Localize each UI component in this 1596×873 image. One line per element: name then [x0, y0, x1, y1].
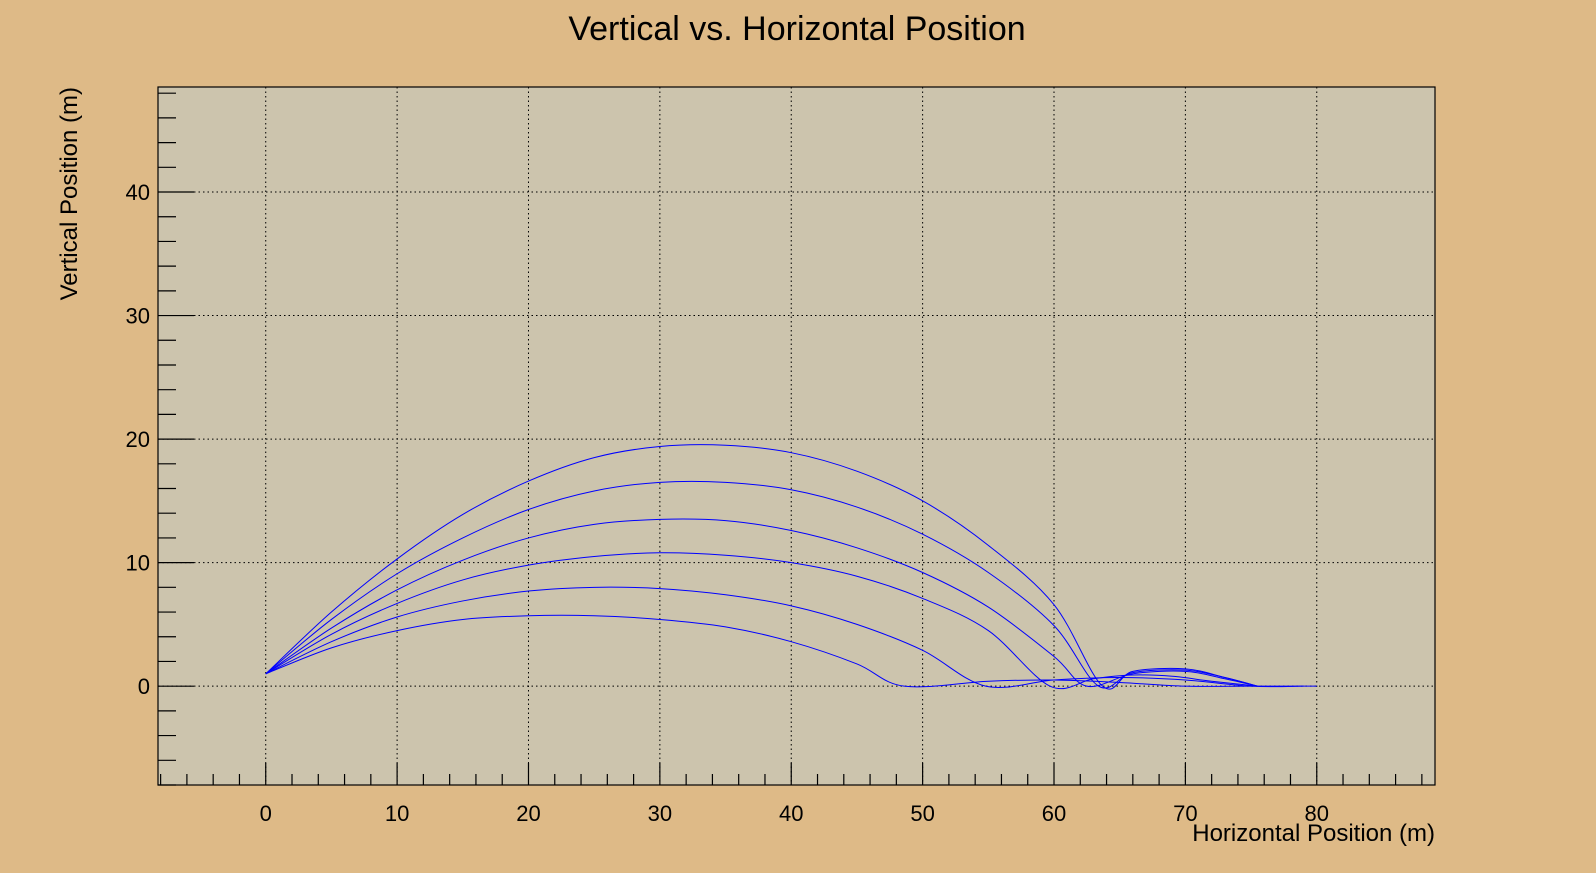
- series-line-4: [265, 518, 1258, 688]
- x-tick-label: 40: [779, 801, 803, 826]
- x-tick-label: 0: [260, 801, 272, 826]
- y-tick-label: 0: [138, 674, 150, 699]
- series-line-3: [265, 552, 1258, 690]
- y-tick-label: 30: [126, 304, 150, 329]
- series-group: [265, 444, 1317, 690]
- plot-frame: [157, 86, 1436, 786]
- x-tick-label: 50: [910, 801, 934, 826]
- x-tick-label: 20: [516, 801, 540, 826]
- series-line-5: [265, 480, 1258, 689]
- x-tick-label: 80: [1305, 801, 1329, 826]
- chart-title: Vertical vs. Horizontal Position: [568, 10, 1025, 48]
- series-line-6: [265, 444, 1258, 690]
- tick-labels: 0 10 20 30 40 50 60 70 80 0 10 20 30 40: [126, 180, 1329, 826]
- x-tick-label: 10: [385, 801, 409, 826]
- x-tick-label: 30: [648, 801, 672, 826]
- y-axis-label: Vertical Position (m): [56, 87, 83, 300]
- axis-ticks: [158, 92, 1423, 786]
- x-axis-label: Horizontal Position (m): [1192, 820, 1435, 847]
- y-tick-label: 10: [126, 551, 150, 576]
- series-line-1: [265, 614, 1317, 688]
- series-line-2: [265, 586, 1304, 689]
- x-tick-label: 60: [1042, 801, 1066, 826]
- plot-area: [158, 87, 1435, 785]
- y-tick-label: 40: [126, 180, 150, 205]
- y-tick-label: 20: [126, 427, 150, 452]
- x-tick-label: 70: [1173, 801, 1197, 826]
